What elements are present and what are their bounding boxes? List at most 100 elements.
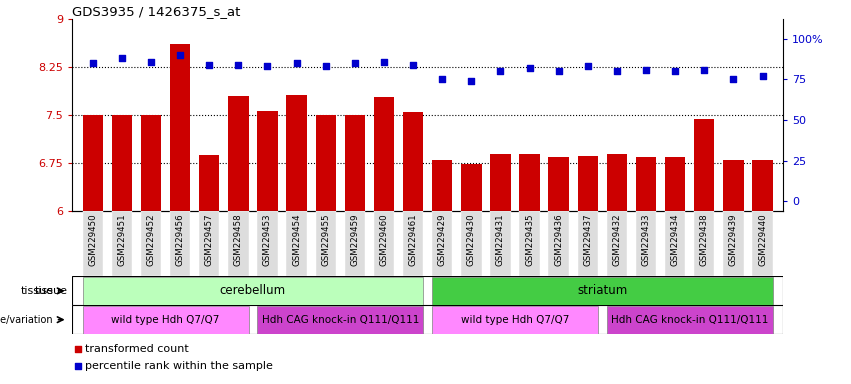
Bar bbox=[228, 211, 248, 276]
Text: GSM229457: GSM229457 bbox=[205, 213, 214, 266]
Bar bbox=[752, 211, 773, 276]
Text: GSM229440: GSM229440 bbox=[758, 213, 767, 266]
Bar bbox=[83, 211, 103, 276]
Text: GSM229455: GSM229455 bbox=[321, 213, 330, 266]
Bar bbox=[374, 211, 394, 276]
Point bbox=[115, 55, 129, 61]
Bar bbox=[374, 97, 394, 211]
Bar bbox=[432, 160, 453, 211]
Bar bbox=[636, 211, 656, 276]
Text: GSM229437: GSM229437 bbox=[583, 213, 592, 266]
Bar bbox=[83, 306, 248, 333]
Text: Hdh CAG knock-in Q111/Q111: Hdh CAG knock-in Q111/Q111 bbox=[261, 314, 419, 325]
Text: GSM229450: GSM229450 bbox=[89, 213, 97, 266]
Text: GSM229456: GSM229456 bbox=[175, 213, 185, 266]
Bar bbox=[83, 115, 103, 211]
Bar bbox=[694, 211, 715, 276]
Point bbox=[668, 68, 682, 74]
Point bbox=[406, 62, 420, 68]
Bar bbox=[345, 115, 365, 211]
Text: GSM229436: GSM229436 bbox=[554, 213, 563, 266]
Point bbox=[71, 362, 85, 369]
Point bbox=[203, 62, 216, 68]
Bar bbox=[170, 211, 191, 276]
Bar bbox=[578, 211, 598, 276]
Point bbox=[319, 63, 333, 70]
Point bbox=[377, 58, 391, 65]
Bar bbox=[461, 164, 482, 211]
Bar bbox=[752, 160, 773, 211]
Point bbox=[290, 60, 304, 66]
Point bbox=[551, 68, 565, 74]
Bar bbox=[111, 211, 132, 276]
Text: GSM229459: GSM229459 bbox=[351, 213, 359, 266]
Point bbox=[523, 65, 536, 71]
Text: GSM229461: GSM229461 bbox=[408, 213, 418, 266]
Text: transformed count: transformed count bbox=[85, 344, 189, 354]
Text: tissue: tissue bbox=[20, 286, 54, 296]
Bar bbox=[607, 211, 627, 276]
Point bbox=[144, 58, 157, 65]
Text: percentile rank within the sample: percentile rank within the sample bbox=[85, 361, 273, 371]
Bar bbox=[228, 96, 248, 211]
Point bbox=[465, 78, 478, 84]
Text: genotype/variation: genotype/variation bbox=[0, 314, 54, 325]
Text: GSM229432: GSM229432 bbox=[613, 213, 621, 266]
Text: GSM229438: GSM229438 bbox=[700, 213, 709, 266]
Point bbox=[494, 68, 507, 74]
Text: GSM229431: GSM229431 bbox=[496, 213, 505, 266]
Bar bbox=[723, 211, 744, 276]
Text: GDS3935 / 1426375_s_at: GDS3935 / 1426375_s_at bbox=[72, 5, 241, 18]
Bar bbox=[549, 211, 568, 276]
Point bbox=[86, 60, 100, 66]
Bar bbox=[403, 112, 423, 211]
Point bbox=[727, 76, 740, 83]
Text: Hdh CAG knock-in Q111/Q111: Hdh CAG knock-in Q111/Q111 bbox=[611, 314, 768, 325]
Bar bbox=[287, 95, 306, 211]
Bar bbox=[636, 157, 656, 211]
Bar bbox=[461, 211, 482, 276]
Bar bbox=[316, 115, 336, 211]
Bar bbox=[490, 211, 511, 276]
Bar bbox=[257, 306, 423, 333]
Point bbox=[756, 73, 769, 79]
Text: GSM229452: GSM229452 bbox=[146, 213, 156, 266]
Point bbox=[581, 63, 595, 70]
Text: GSM229451: GSM229451 bbox=[117, 213, 126, 266]
Bar bbox=[549, 157, 568, 211]
Point bbox=[639, 66, 653, 73]
Bar bbox=[257, 111, 277, 211]
Text: tissue: tissue bbox=[35, 286, 68, 296]
Point bbox=[698, 66, 711, 73]
Bar bbox=[403, 211, 423, 276]
Bar bbox=[519, 211, 540, 276]
Point bbox=[71, 346, 85, 352]
Bar bbox=[723, 160, 744, 211]
Bar bbox=[490, 154, 511, 211]
Bar bbox=[170, 43, 191, 211]
Bar bbox=[607, 306, 773, 333]
Bar bbox=[578, 156, 598, 211]
Text: GSM229454: GSM229454 bbox=[292, 213, 301, 266]
Point bbox=[348, 60, 362, 66]
Text: cerebellum: cerebellum bbox=[220, 285, 286, 297]
Point bbox=[174, 52, 187, 58]
Bar bbox=[140, 211, 161, 276]
Bar bbox=[345, 211, 365, 276]
Bar bbox=[519, 154, 540, 211]
Bar bbox=[432, 211, 453, 276]
Bar bbox=[111, 115, 132, 211]
Text: wild type Hdh Q7/Q7: wild type Hdh Q7/Q7 bbox=[460, 314, 569, 325]
Text: GSM229434: GSM229434 bbox=[671, 213, 680, 266]
Bar bbox=[316, 211, 336, 276]
Text: wild type Hdh Q7/Q7: wild type Hdh Q7/Q7 bbox=[111, 314, 220, 325]
Bar bbox=[199, 155, 220, 211]
Text: GSM229433: GSM229433 bbox=[642, 213, 650, 266]
Bar bbox=[432, 306, 598, 333]
Bar bbox=[607, 154, 627, 211]
Text: GSM229430: GSM229430 bbox=[467, 213, 476, 266]
Text: GSM229458: GSM229458 bbox=[234, 213, 243, 266]
Bar bbox=[287, 211, 306, 276]
Bar bbox=[140, 115, 161, 211]
Text: GSM229429: GSM229429 bbox=[437, 213, 447, 266]
